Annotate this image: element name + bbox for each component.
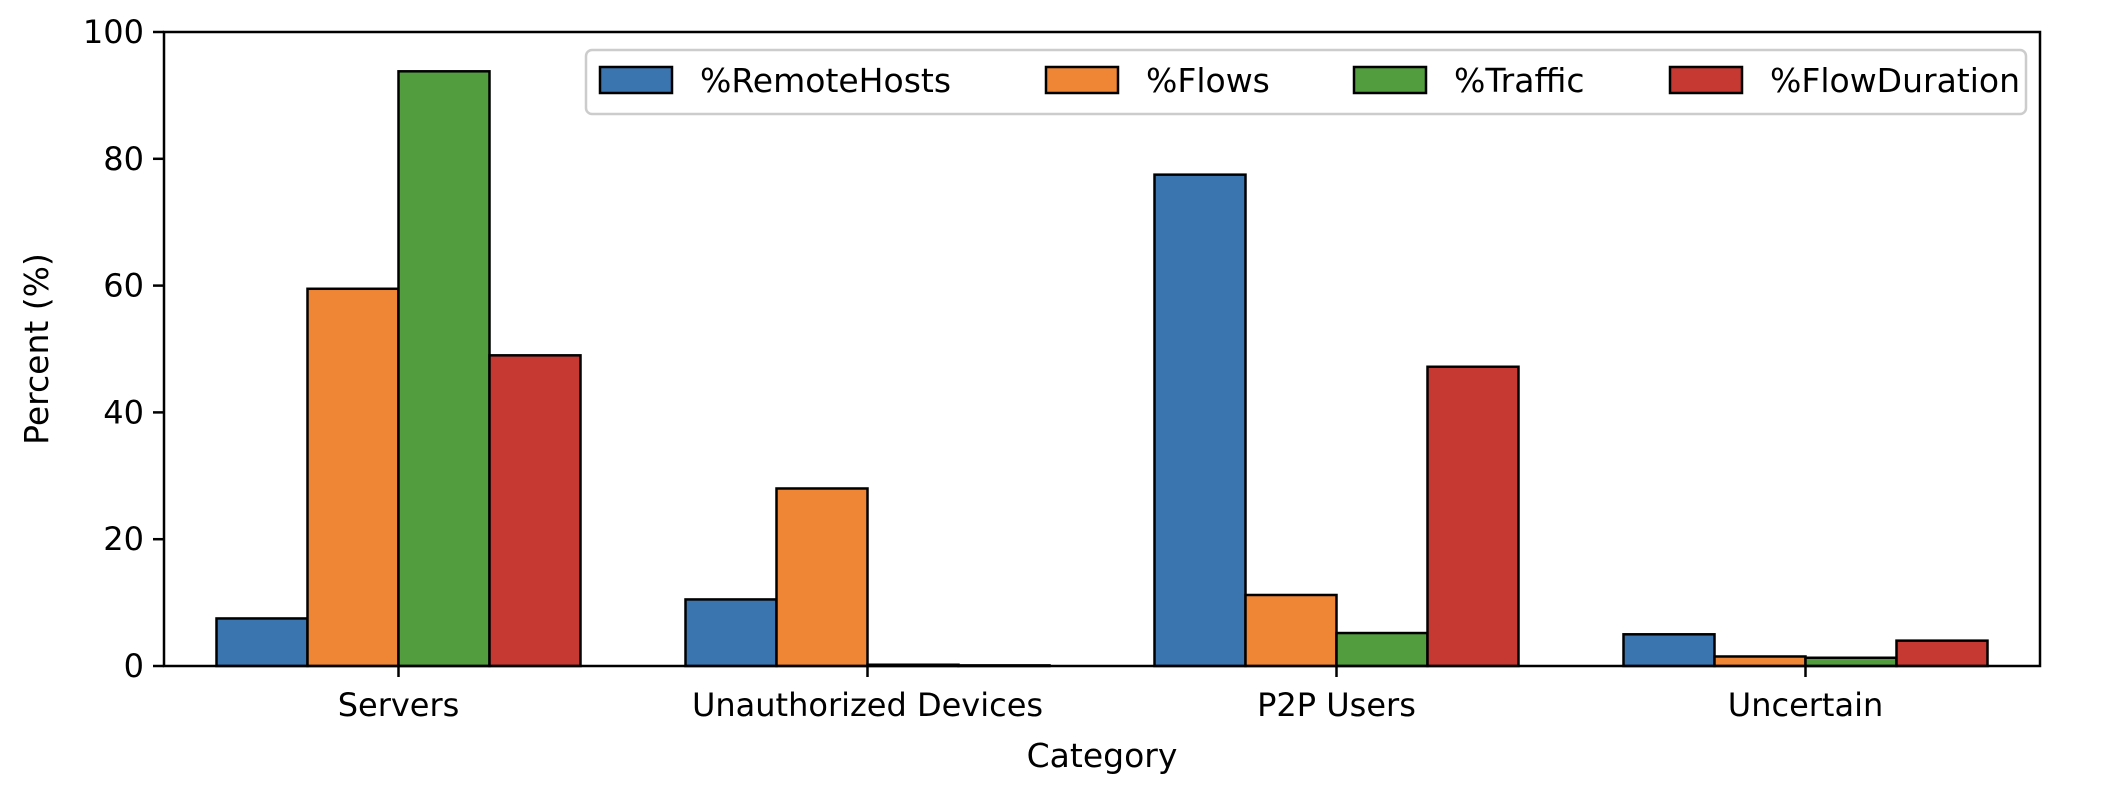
x-tick-label-p2p-users: P2P Users [1257, 686, 1416, 724]
bar-p2p-users-remotehosts [1153, 173, 1247, 668]
legend-frame [584, 48, 2028, 116]
bar-uncertain-flowduration [1895, 639, 1989, 668]
y-tick-label: 100 [83, 13, 144, 51]
y-tick-label: 60 [103, 267, 144, 305]
bar-unauthorized-devices-flows [775, 487, 869, 668]
x-axis-label: Category [1027, 736, 1178, 775]
legend-swatch-flows [1044, 65, 1120, 95]
y-tick-label: 20 [103, 520, 144, 558]
bar-servers-traffic [397, 70, 491, 668]
y-axis: 0 20 40 60 80 100 [83, 13, 164, 685]
legend-swatch-remotehosts [598, 65, 674, 95]
bar-p2p-users-traffic [1335, 631, 1429, 668]
legend-label-flows: %Flows [1146, 61, 1270, 100]
plot-frame [162, 30, 2042, 668]
bar-servers-flows [306, 287, 400, 668]
legend-label-flowduration: %FlowDuration [1770, 61, 2020, 100]
legend-swatch-traffic [1352, 65, 1428, 95]
x-tick-label-unauthorized-devices: Unauthorized Devices [692, 686, 1043, 724]
legend-label-traffic: %Traffic [1454, 61, 1585, 100]
x-tick-label-servers: Servers [338, 686, 460, 724]
y-tick-label: 0 [124, 647, 144, 685]
bar-unauthorized-devices-remotehosts [684, 598, 778, 668]
x-axis: Servers Unauthorized Devices P2P Users Unce… [338, 666, 1883, 724]
y-axis-label: Percent (%) [17, 253, 56, 445]
bar-p2p-users-flows [1244, 593, 1338, 668]
bar-servers-remotehosts [215, 617, 309, 668]
bar-uncertain-remotehosts [1622, 633, 1716, 668]
bars-layer [215, 70, 1989, 668]
bar-p2p-users-flowduration [1426, 365, 1520, 668]
x-tick-label-uncertain: Uncertain [1728, 686, 1883, 724]
y-tick-label: 80 [103, 140, 144, 178]
legend: %RemoteHosts %Flows %Traffic %FlowDuration [584, 48, 2028, 116]
bar-uncertain-flows [1713, 655, 1807, 668]
legend-label-remotehosts: %RemoteHosts [700, 61, 951, 100]
y-tick-label: 40 [103, 393, 144, 431]
legend-swatch-flowduration [1668, 65, 1744, 95]
bar-servers-flowduration [488, 354, 582, 668]
